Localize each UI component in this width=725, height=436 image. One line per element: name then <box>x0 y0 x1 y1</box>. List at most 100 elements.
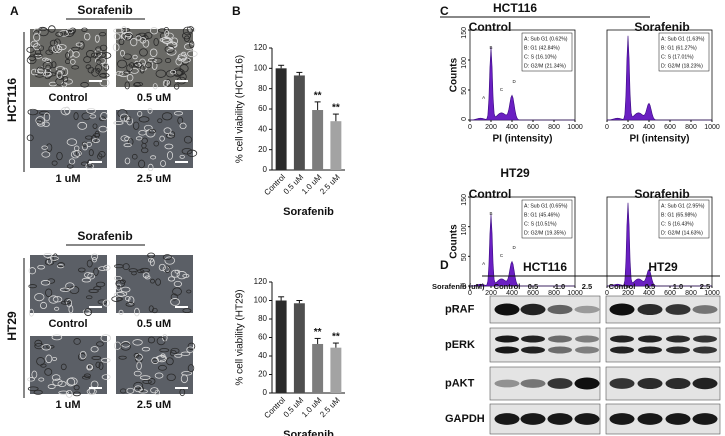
cell <box>181 32 192 40</box>
gate-label: D <box>512 245 516 250</box>
stats-text: A: Sub G1 (1.63%) <box>661 36 705 42</box>
cell <box>156 354 167 363</box>
cell <box>164 29 170 37</box>
cell <box>174 269 181 274</box>
cell <box>147 377 156 385</box>
cell <box>90 346 99 353</box>
micrograph <box>112 25 198 90</box>
cell <box>84 135 93 140</box>
cell <box>160 160 166 167</box>
cell <box>83 272 93 278</box>
band <box>609 303 635 316</box>
x-axis-label: Sorafenib <box>283 429 334 436</box>
condition-label: 1 uM <box>55 173 80 185</box>
cell <box>133 81 144 87</box>
bar <box>293 75 305 170</box>
cell <box>113 28 124 34</box>
cell <box>134 61 143 69</box>
band <box>520 413 546 425</box>
cell <box>42 121 50 127</box>
x-tick-label: 0 <box>468 290 472 297</box>
x-axis-label: Sorafenib <box>283 206 334 218</box>
x-tick-label: 800 <box>548 124 560 131</box>
cell <box>173 83 180 90</box>
cell <box>51 160 58 166</box>
x-tick-label: 1000 <box>704 124 720 131</box>
micrograph-bg <box>116 336 193 394</box>
cell <box>79 350 87 360</box>
stats-text: D: G2/M (14.63%) <box>661 230 703 236</box>
treatment-header: Sorafenib <box>77 3 132 17</box>
cell <box>162 254 172 261</box>
cell <box>115 70 124 76</box>
cell <box>59 287 71 292</box>
cell <box>42 57 49 62</box>
cell <box>160 353 166 358</box>
cell <box>189 40 195 49</box>
cell <box>89 114 97 119</box>
dose-label: Control <box>609 282 636 291</box>
cell <box>71 65 80 70</box>
x-tick-label: 200 <box>622 290 634 297</box>
cell <box>40 280 51 286</box>
cell <box>147 252 156 258</box>
cell <box>99 32 107 37</box>
band <box>494 303 520 316</box>
cell <box>150 387 159 394</box>
cell <box>87 66 95 74</box>
cell <box>120 286 131 293</box>
cell <box>186 289 192 294</box>
y-tick-label: 0 <box>461 117 468 121</box>
x-tick-label: 600 <box>664 124 676 131</box>
cell <box>130 68 139 74</box>
cell <box>183 135 193 144</box>
y-axis-label: Counts <box>449 224 460 259</box>
stats-text: D: G2/M (21.34%) <box>524 63 566 69</box>
x-tick-label: Control <box>262 395 287 420</box>
cell <box>83 56 92 64</box>
cell <box>34 342 44 350</box>
panel-label: D <box>440 258 449 272</box>
cell <box>30 40 39 48</box>
cell <box>28 267 37 275</box>
stats-text: A: Sub G1 (2.95%) <box>661 203 705 209</box>
cell <box>44 368 53 376</box>
cell <box>182 308 192 313</box>
cell <box>86 364 94 371</box>
cell <box>152 83 158 90</box>
x-tick-label: 200 <box>485 290 497 297</box>
y-tick-label: 40 <box>258 124 267 133</box>
cell <box>66 28 74 34</box>
cell <box>132 62 139 67</box>
band <box>609 413 635 425</box>
gate-label: B <box>489 211 492 216</box>
cell <box>164 79 170 85</box>
cell <box>120 342 131 351</box>
cell <box>96 52 107 59</box>
condition-label: Control <box>48 92 87 104</box>
band <box>665 304 691 315</box>
cell <box>96 59 102 65</box>
x-tick-label: 600 <box>527 290 539 297</box>
y-tick-label: 60 <box>258 333 267 342</box>
band <box>520 379 546 388</box>
cell <box>26 46 35 53</box>
band <box>637 303 663 316</box>
cell <box>124 296 131 302</box>
cell <box>48 295 59 304</box>
cell <box>43 252 53 258</box>
x-tick-label: 2.5 uM <box>318 395 342 419</box>
cell <box>97 299 108 305</box>
cell <box>26 56 37 65</box>
x-tick-label: 0 <box>605 290 609 297</box>
cell <box>61 67 69 77</box>
x-tick-label: 1000 <box>567 290 583 297</box>
condition-label: 0.5 uM <box>137 318 171 330</box>
histogram <box>469 214 575 287</box>
band <box>665 377 691 390</box>
cell <box>42 71 52 77</box>
protein-label: pAKT <box>445 377 475 389</box>
stats-text: B: G1 (65.98%) <box>661 212 697 218</box>
cell <box>170 69 177 75</box>
cell <box>144 275 151 280</box>
